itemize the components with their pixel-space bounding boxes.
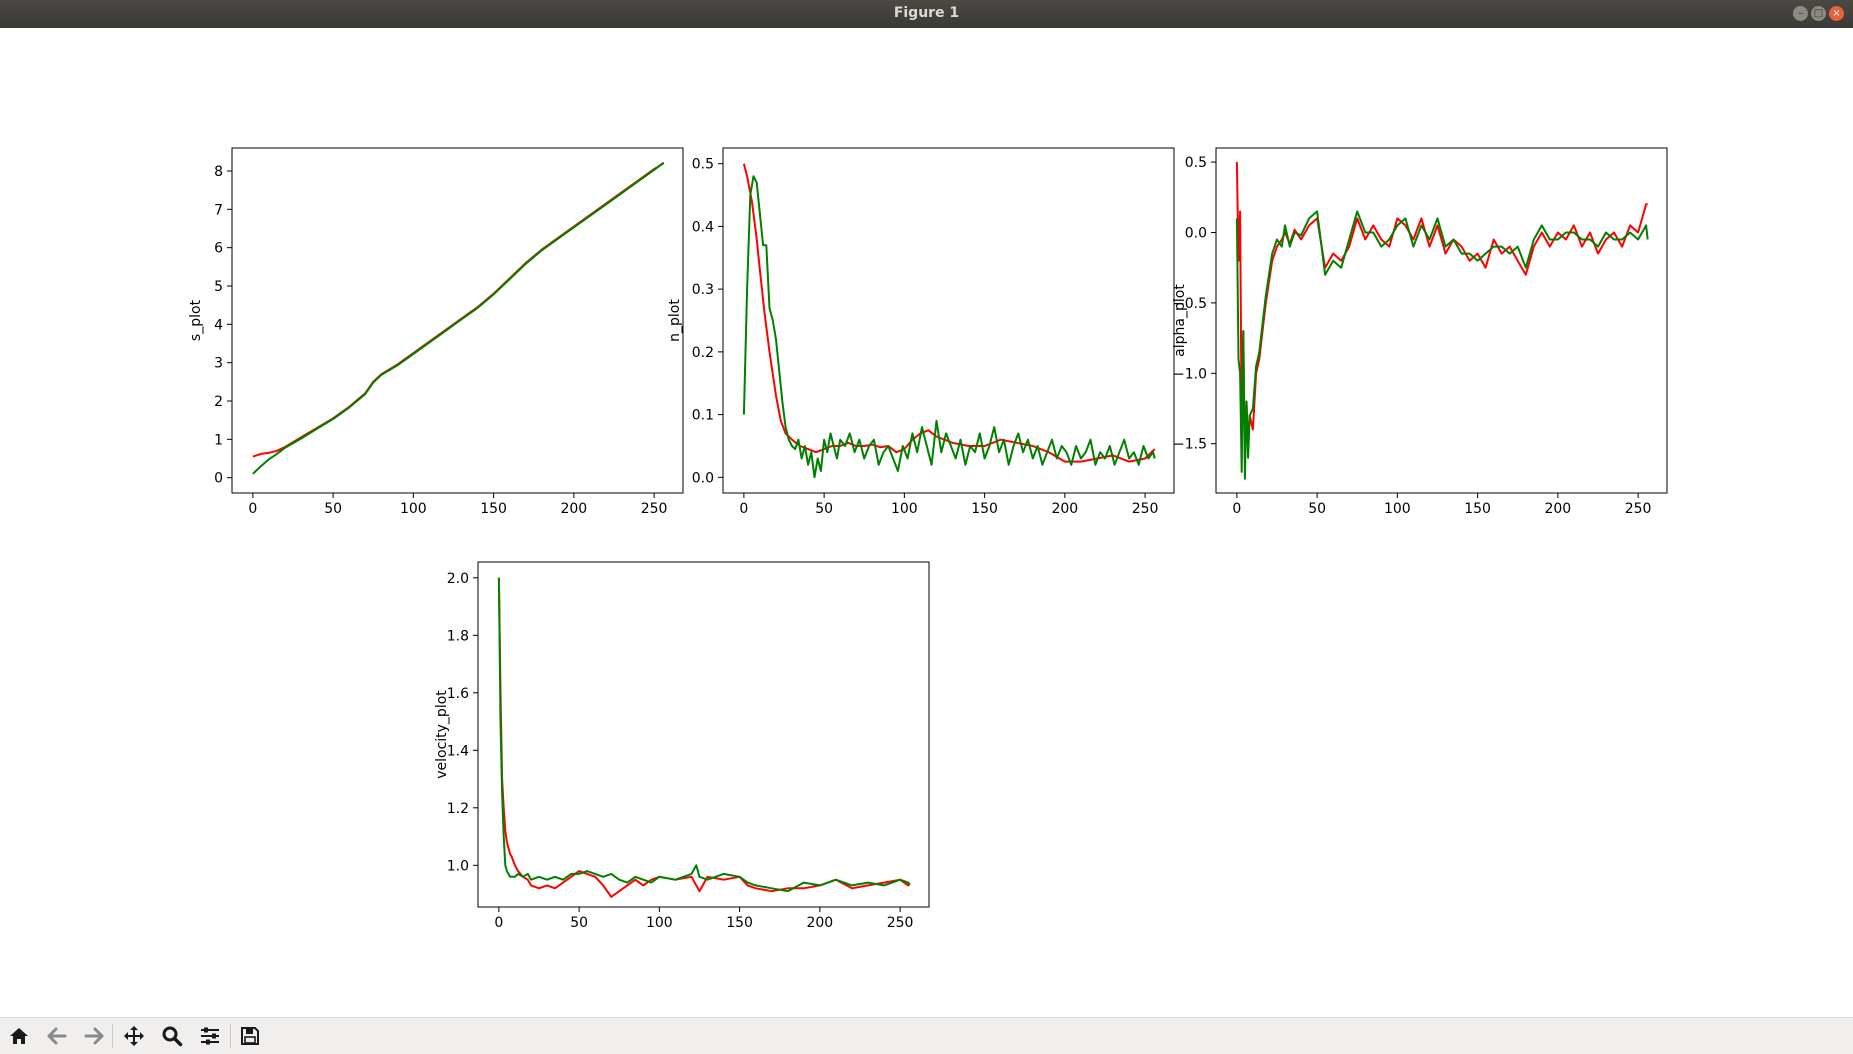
x-tick-label: 100 <box>646 915 673 931</box>
x-tick-label: 0 <box>739 501 748 517</box>
x-tick-label: 0 <box>1232 501 1241 517</box>
zoom-button[interactable] <box>158 1022 186 1050</box>
sliders-icon <box>201 1027 219 1045</box>
y-tick-label: 2 <box>214 394 223 410</box>
y-tick-label: 0.5 <box>1185 155 1207 171</box>
navigation-toolbar <box>0 1017 1853 1054</box>
x-tick-label: 200 <box>806 915 833 931</box>
y-tick-label: 8 <box>214 164 223 180</box>
y-tick-label: 5 <box>214 279 223 295</box>
x-tick-label: 100 <box>400 501 427 517</box>
x-tick-label: 200 <box>560 501 587 517</box>
y-tick-label: 0.1 <box>692 408 714 424</box>
axes-frame <box>477 561 930 908</box>
y-tick-label: 0.4 <box>692 219 714 235</box>
arrow-right-icon <box>84 1027 104 1045</box>
x-tick-label: 100 <box>1384 501 1411 517</box>
y-tick-label: 0.0 <box>1185 225 1207 241</box>
series-line-green <box>497 577 911 893</box>
axes-frame <box>1215 147 1668 494</box>
x-tick-label: 50 <box>815 501 833 517</box>
x-tick-label: 150 <box>1464 501 1491 517</box>
save-button[interactable] <box>236 1022 264 1050</box>
magnifier-icon <box>162 1026 183 1047</box>
series-line-red <box>742 163 1156 463</box>
x-tick-label: 250 <box>1132 501 1159 517</box>
subplot-3: 0 50 100 150 200 250 0.5 0.0 −0.5 −1.0 −1.5 alpha_p… <box>1172 147 1668 517</box>
y-tick-label: 1.0 <box>447 858 469 874</box>
y-tick-label: −1.0 <box>1173 366 1207 382</box>
x-tick-label: 250 <box>1625 501 1652 517</box>
x-tick-label: 200 <box>1544 501 1571 517</box>
x-tick-label: 0 <box>248 501 257 517</box>
x-tick-label: 150 <box>971 501 998 517</box>
subplot-1: 0 50 100 150 200 250 0 1 2 3 4 5 6 7 8 s_plot <box>188 147 684 517</box>
y-axis-label: n_plot <box>667 299 683 342</box>
series-line-green <box>1235 210 1649 480</box>
y-tick-label: −0.5 <box>1173 296 1207 312</box>
y-tick-label: 0.0 <box>692 470 714 486</box>
x-tick-label: 0 <box>494 915 503 931</box>
y-tick-label: 1.8 <box>447 628 469 644</box>
window-title: Figure 1 <box>893 5 960 21</box>
y-axis-label: velocity_plot <box>434 690 450 779</box>
figure-svg: 0 50 100 150 200 250 0 1 2 3 4 5 6 7 8 s_plot 0 50 100 150 2… <box>188 147 1668 931</box>
series-line-red <box>497 577 911 898</box>
forward-button[interactable] <box>80 1022 108 1050</box>
y-tick-label: 0.5 <box>692 157 714 173</box>
y-tick-label: 0.3 <box>692 282 714 298</box>
x-tick-label: 200 <box>1051 501 1078 517</box>
x-tick-label: 50 <box>324 501 342 517</box>
y-axis-label: alpha_plot <box>1172 284 1188 357</box>
y-tick-label: 0 <box>214 471 223 487</box>
y-tick-label: 7 <box>214 202 223 218</box>
y-tick-label: 1.6 <box>447 686 469 702</box>
y-tick-label: 6 <box>214 241 223 257</box>
close-button[interactable]: × <box>1829 6 1844 21</box>
subplot-2: 0 50 100 150 200 250 0.0 0.1 0.2 0.3 0.4 0.5 n_plot <box>667 147 1175 517</box>
axes-frame <box>231 147 684 494</box>
home-button[interactable] <box>5 1022 33 1050</box>
series-line-red <box>1235 162 1648 459</box>
x-tick-label: 150 <box>480 501 507 517</box>
home-icon <box>10 1028 28 1044</box>
move-icon <box>124 1026 144 1046</box>
y-tick-label: −1.5 <box>1173 437 1207 453</box>
x-tick-label: 250 <box>887 915 914 931</box>
maximize-button[interactable]: □ <box>1811 6 1826 21</box>
x-tick-label: 250 <box>641 501 668 517</box>
y-tick-label: 4 <box>214 317 223 333</box>
axes-frame <box>722 147 1175 494</box>
arrow-left-icon <box>47 1027 67 1045</box>
toolbar-separator <box>112 1024 113 1048</box>
x-tick-label: 150 <box>726 915 753 931</box>
x-tick-label: 100 <box>891 501 918 517</box>
y-tick-label: 0.2 <box>692 345 714 361</box>
y-tick-label: 1 <box>214 432 223 448</box>
configure-subplots-button[interactable] <box>196 1022 224 1050</box>
minimize-button[interactable]: – <box>1793 6 1808 21</box>
floppy-icon <box>241 1027 259 1045</box>
window-titlebar: Figure 1 – □ × <box>0 0 1853 28</box>
y-tick-label: 1.4 <box>447 743 469 759</box>
y-tick-label: 1.2 <box>447 801 469 817</box>
subplot-4: 0 50 100 150 200 250 1.0 1.2 1.4 1.6 1.8 2.0 velocit… <box>434 561 930 931</box>
x-tick-label: 50 <box>1308 501 1326 517</box>
series-line-green <box>252 161 665 475</box>
series-line-green <box>742 175 1156 479</box>
y-tick-label: 2.0 <box>447 571 469 587</box>
pan-button[interactable] <box>120 1022 148 1050</box>
toolbar-separator <box>230 1024 231 1048</box>
figure-canvas[interactable]: 0 50 100 150 200 250 0 1 2 3 4 5 6 7 8 s_plot 0 50 100 150 2… <box>0 28 1853 1017</box>
y-axis-label: s_plot <box>188 299 204 341</box>
back-button[interactable] <box>43 1022 71 1050</box>
x-tick-label: 50 <box>570 915 588 931</box>
y-tick-label: 3 <box>214 356 223 372</box>
